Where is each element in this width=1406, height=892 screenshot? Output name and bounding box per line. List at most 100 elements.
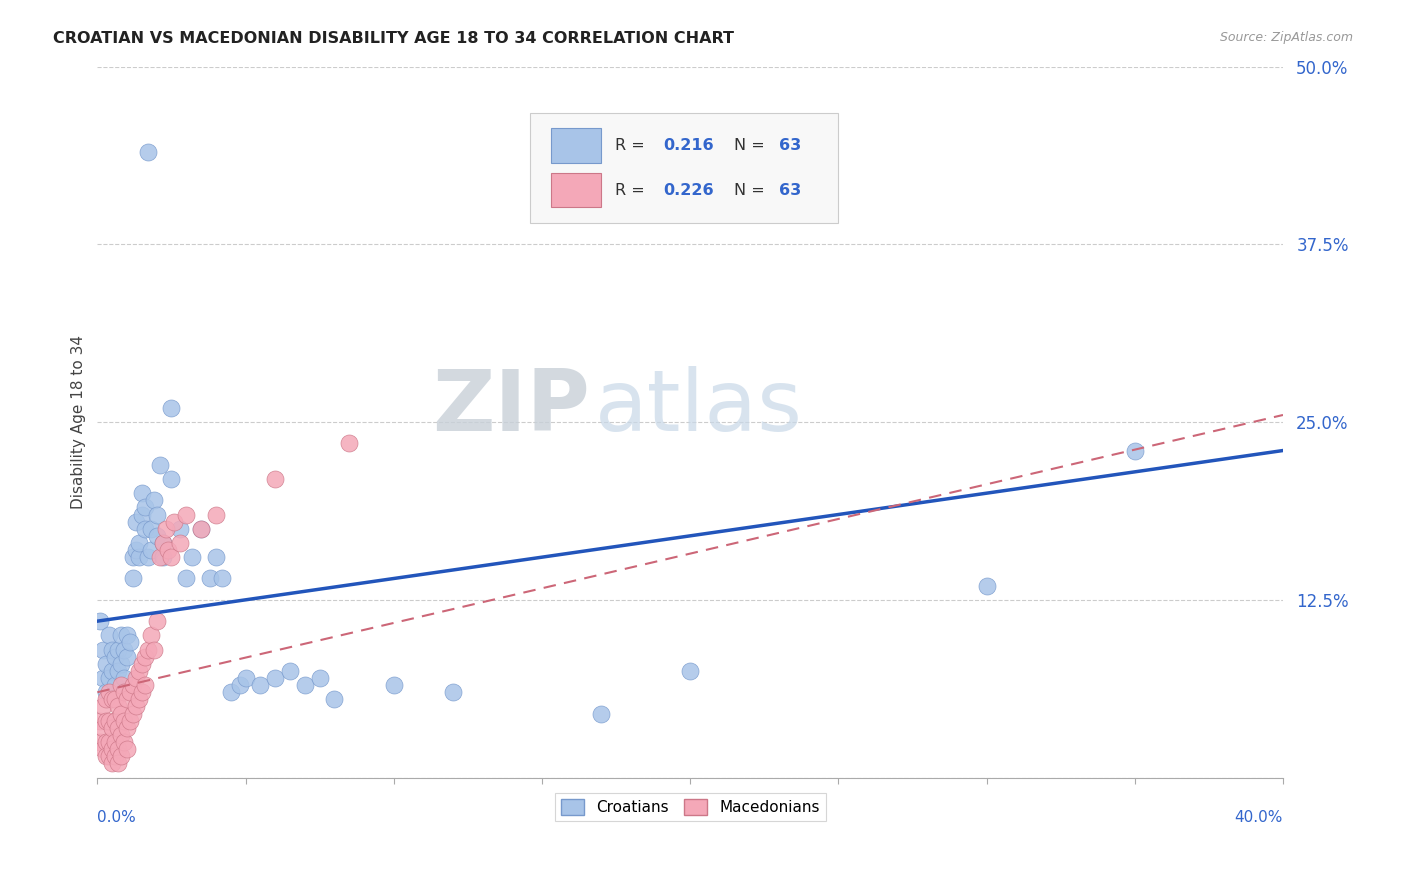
Point: [89, 735, 111, 749]
Point: [118, 635, 141, 649]
Point: [112, 671, 135, 685]
Point: [115, 721, 138, 735]
Point: [174, 572, 197, 586]
Point: [104, 678, 127, 692]
Point: [104, 692, 127, 706]
Point: [198, 572, 221, 586]
Point: [169, 536, 191, 550]
Point: [107, 664, 129, 678]
Text: N =: N =: [734, 183, 770, 198]
Point: [107, 642, 129, 657]
Point: [112, 714, 135, 728]
Point: [163, 515, 186, 529]
Point: [98, 714, 121, 728]
Point: [211, 572, 233, 586]
Point: [190, 522, 212, 536]
Point: [139, 522, 162, 536]
Point: [131, 486, 153, 500]
Point: [157, 543, 180, 558]
Point: [107, 756, 129, 771]
Point: [131, 657, 153, 671]
Point: [134, 678, 156, 692]
Point: [136, 145, 159, 159]
Point: [118, 685, 141, 699]
Point: [107, 721, 129, 735]
Point: [228, 678, 250, 692]
Point: [91, 671, 114, 685]
Text: N =: N =: [734, 138, 770, 153]
Point: [107, 742, 129, 756]
Text: atlas: atlas: [595, 367, 803, 450]
Point: [160, 550, 183, 565]
Point: [91, 742, 114, 756]
Point: [219, 685, 242, 699]
Text: R =: R =: [616, 138, 651, 153]
Bar: [551, 128, 602, 162]
Point: [1123, 443, 1146, 458]
Point: [110, 678, 132, 692]
Point: [91, 699, 114, 714]
Point: [181, 550, 204, 565]
Point: [107, 699, 129, 714]
FancyBboxPatch shape: [530, 112, 838, 223]
Point: [115, 692, 138, 706]
Point: [128, 692, 150, 706]
Point: [976, 579, 998, 593]
Point: [382, 678, 405, 692]
Point: [441, 685, 464, 699]
Point: [155, 522, 177, 536]
Point: [145, 508, 167, 522]
Point: [131, 685, 153, 699]
Point: [91, 642, 114, 657]
Point: [323, 692, 346, 706]
Text: R =: R =: [616, 183, 651, 198]
Point: [112, 735, 135, 749]
Point: [112, 685, 135, 699]
Point: [174, 508, 197, 522]
Point: [169, 522, 191, 536]
Point: [264, 671, 287, 685]
Point: [235, 671, 257, 685]
Point: [125, 699, 148, 714]
Point: [134, 500, 156, 515]
Point: [104, 649, 127, 664]
Point: [110, 749, 132, 764]
Point: [205, 508, 228, 522]
Text: 40.0%: 40.0%: [1234, 810, 1284, 824]
Point: [104, 735, 127, 749]
Point: [294, 678, 316, 692]
Point: [128, 550, 150, 565]
Point: [122, 706, 145, 721]
Point: [139, 628, 162, 642]
Bar: [551, 173, 602, 207]
Point: [101, 692, 124, 706]
Point: [152, 550, 174, 565]
Text: CROATIAN VS MACEDONIAN DISABILITY AGE 18 TO 34 CORRELATION CHART: CROATIAN VS MACEDONIAN DISABILITY AGE 18…: [53, 31, 734, 46]
Point: [134, 649, 156, 664]
Point: [110, 728, 132, 742]
Point: [128, 536, 150, 550]
Point: [122, 550, 145, 565]
Point: [118, 714, 141, 728]
Point: [115, 742, 138, 756]
Text: 0.226: 0.226: [662, 183, 713, 198]
Point: [125, 515, 148, 529]
Point: [101, 721, 124, 735]
Point: [131, 508, 153, 522]
Point: [91, 721, 114, 735]
Point: [278, 664, 301, 678]
Point: [142, 493, 165, 508]
Point: [89, 614, 111, 628]
Legend: Croatians, Macedonians: Croatians, Macedonians: [555, 793, 825, 822]
Point: [96, 749, 118, 764]
Point: [115, 649, 138, 664]
Point: [125, 543, 148, 558]
Point: [98, 628, 121, 642]
Point: [152, 536, 174, 550]
Point: [110, 628, 132, 642]
Point: [96, 657, 118, 671]
Point: [110, 657, 132, 671]
Point: [125, 671, 148, 685]
Point: [96, 685, 118, 699]
Point: [136, 642, 159, 657]
